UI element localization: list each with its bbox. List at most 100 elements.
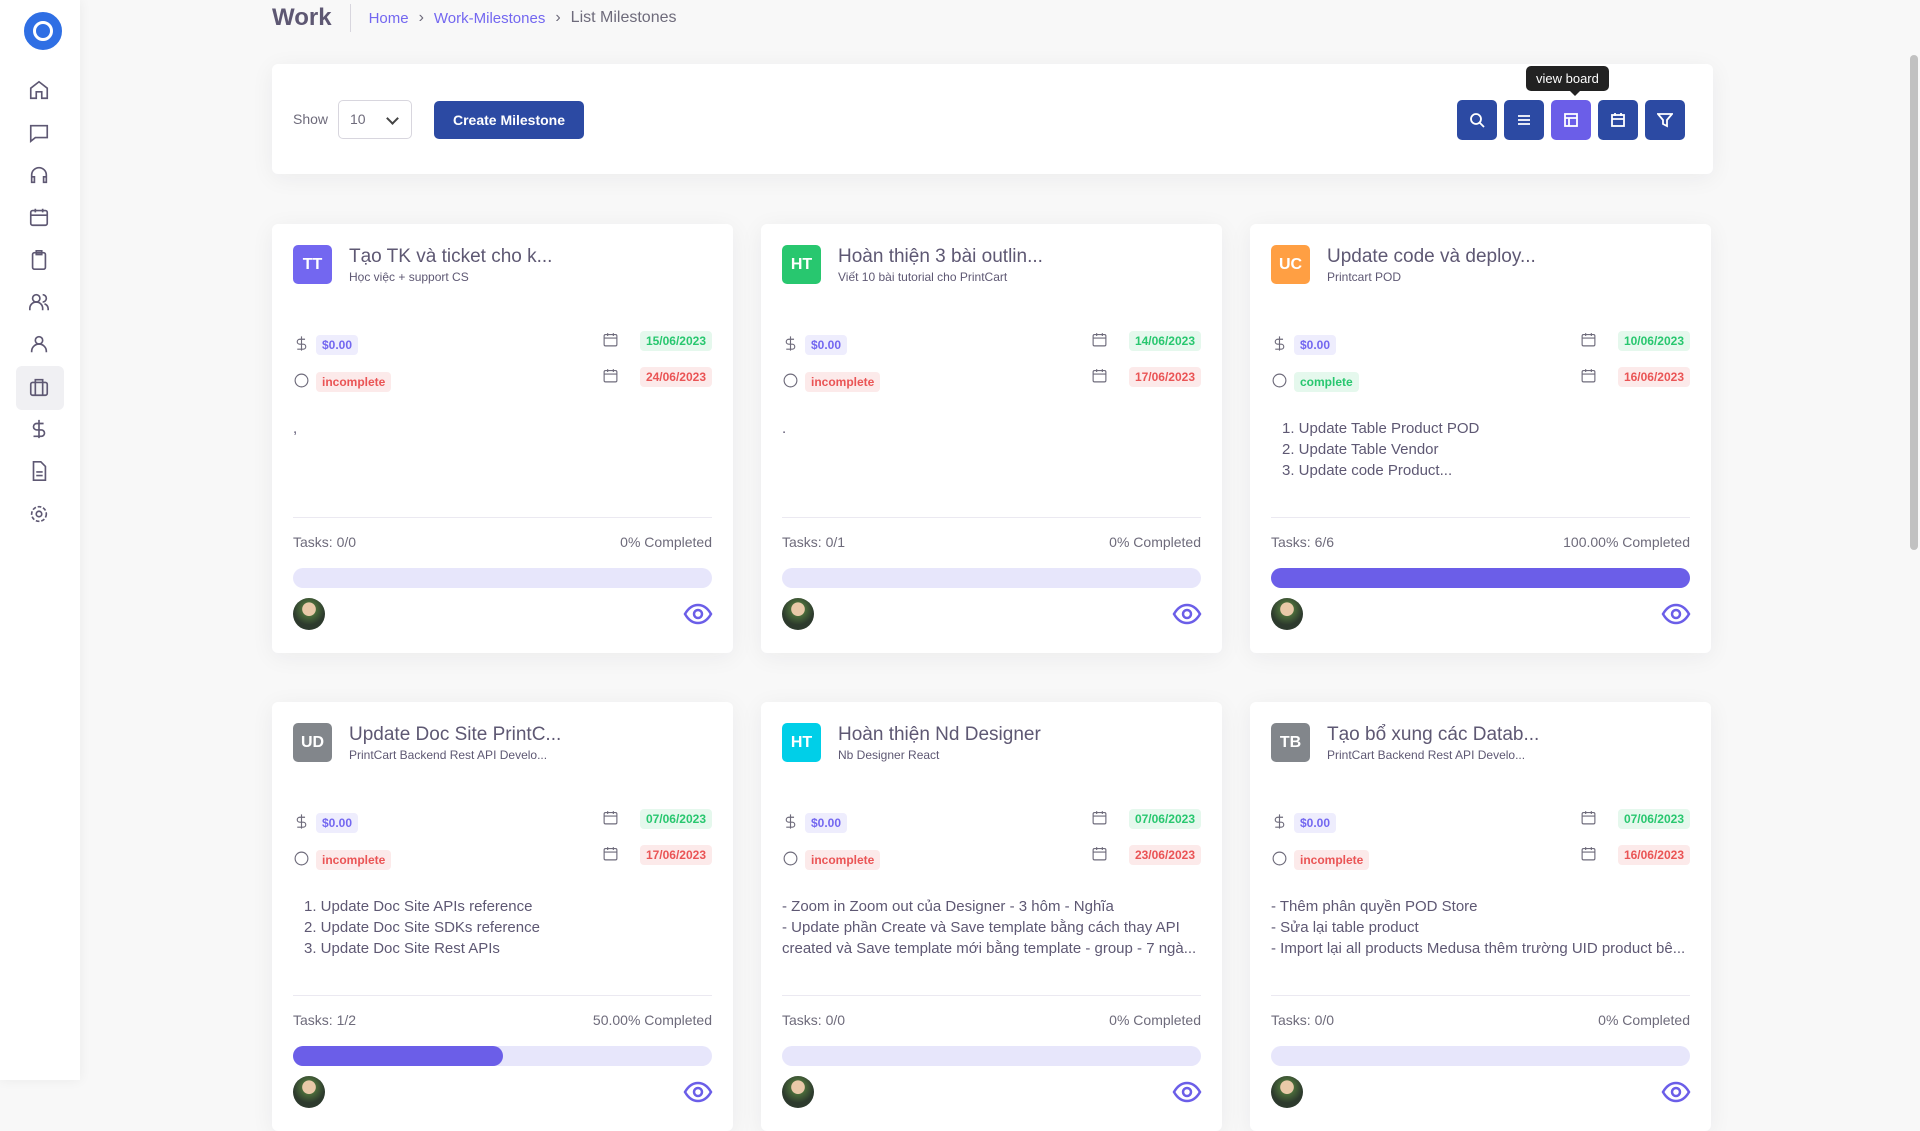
card-title[interactable]: Tạo bổ xung các Datab... (1327, 724, 1540, 745)
start-date: 07/06/2023 (1128, 809, 1201, 829)
completed: 0% Completed (1109, 534, 1201, 550)
description: . (782, 418, 1207, 439)
description-line: 3. Update Doc Site Rest APIs (304, 940, 500, 957)
status: incomplete (316, 372, 392, 392)
calendar-button[interactable] (1598, 100, 1638, 140)
show-label: Show (293, 111, 329, 127)
status: complete (1294, 372, 1359, 392)
search-button[interactable] (1457, 100, 1497, 140)
view-button[interactable] (683, 1080, 713, 1104)
status: incomplete (316, 850, 392, 870)
avatar-initials: HT (782, 245, 821, 284)
budget: $0.00 (1294, 813, 1337, 833)
divider (782, 995, 1201, 996)
assignee-avatar[interactable] (293, 1076, 325, 1108)
calendar-icon (1581, 847, 1596, 861)
nav-user[interactable] (28, 333, 50, 355)
card-title[interactable]: Hoàn thiện Nd Designer (838, 724, 1041, 745)
milestone-card: UC Update code và deploy... Printcart POD $… (1250, 224, 1711, 653)
card-title[interactable]: Update code và deploy... (1327, 246, 1536, 267)
logo[interactable] (24, 12, 62, 50)
breadcrumb-link[interactable]: Work-Milestones (433, 9, 546, 27)
nav-docs[interactable] (28, 460, 50, 482)
assignee-avatar[interactable] (782, 598, 814, 630)
completed: 100.00% Completed (1563, 534, 1690, 550)
page-size-select[interactable]: 10 (338, 100, 412, 139)
milestone-card: HT Hoàn thiện Nd Designer Nb Designer Reac… (761, 702, 1222, 1131)
card-title[interactable]: Update Doc Site PrintC... (349, 724, 562, 745)
description-line: 3. Update code Product... (1282, 462, 1453, 479)
completed: 0% Completed (620, 534, 712, 550)
assignee-avatar[interactable] (293, 598, 325, 630)
assignee-avatar[interactable] (782, 1076, 814, 1108)
nav-support[interactable] (28, 164, 50, 186)
nav-calendar[interactable] (28, 206, 50, 228)
tasks: Tasks: 0/1 (782, 534, 846, 550)
budget: $0.00 (1294, 335, 1337, 355)
breadcrumb-link[interactable]: Home (368, 9, 409, 27)
budget: $0.00 (316, 335, 359, 355)
calendar-icon (1092, 847, 1107, 861)
nav-settings[interactable] (28, 503, 50, 525)
view-button[interactable] (683, 602, 713, 626)
card-subtitle: PrintCart Backend Rest API Develo... (349, 748, 548, 762)
breadcrumb-sep: › (418, 9, 424, 26)
description-line: - Import lại all products Medusa thêm tr… (1271, 940, 1686, 957)
card-subtitle: Học việc + support CS (349, 270, 469, 284)
nav-work[interactable] (28, 376, 50, 398)
nav-home[interactable] (28, 79, 50, 101)
board-button[interactable] (1551, 100, 1591, 140)
card-title[interactable]: Hoàn thiện 3 bài outlin... (838, 246, 1043, 267)
assignee-avatar[interactable] (1271, 1076, 1303, 1108)
tasks: Tasks: 1/2 (293, 1012, 357, 1028)
start-date: 07/06/2023 (639, 809, 712, 829)
tasks: Tasks: 0/0 (293, 534, 357, 550)
calendar-icon (1092, 369, 1107, 383)
description-line: 1. Update Doc Site APIs reference (304, 898, 533, 915)
view-button[interactable] (1661, 1080, 1691, 1104)
divider (293, 517, 712, 518)
calendar-icon (603, 847, 618, 861)
progress-fill (293, 1046, 503, 1066)
progress-fill (1271, 568, 1690, 588)
list-button[interactable] (1504, 100, 1544, 140)
filter-button[interactable] (1645, 100, 1685, 140)
progress-track (1271, 1046, 1690, 1066)
view-button[interactable] (1172, 1080, 1202, 1104)
scrollbar[interactable] (1910, 55, 1918, 550)
page-title: Work (272, 4, 351, 32)
status-icon (1272, 373, 1287, 388)
nav-tasks[interactable] (28, 249, 50, 271)
dollar-icon (785, 336, 796, 351)
dollar-icon (785, 814, 796, 829)
nav-finance[interactable] (28, 418, 50, 440)
avatar-initials: HT (782, 723, 821, 762)
divider (293, 995, 712, 996)
calendar-icon (603, 333, 618, 347)
nav-team[interactable] (28, 291, 50, 313)
completed: 0% Completed (1109, 1012, 1201, 1028)
view-button[interactable] (1661, 602, 1691, 626)
dollar-icon (1274, 814, 1285, 829)
description-line: created và Save template mới bằng templa… (782, 940, 1197, 957)
create-button[interactable]: Create Milestone (434, 101, 584, 139)
milestone-card: UD Update Doc Site PrintC... PrintCart Bac… (272, 702, 733, 1131)
start-date: 15/06/2023 (639, 331, 712, 351)
calendar-icon (603, 369, 618, 383)
status-icon (294, 851, 309, 866)
description-line: , (293, 420, 298, 437)
view-button[interactable] (1172, 602, 1202, 626)
status: incomplete (805, 850, 881, 870)
description-line: 2. Update Doc Site SDKs reference (304, 919, 540, 936)
description: 1. Update Doc Site APIs reference 2. Upda… (304, 896, 729, 959)
budget: $0.00 (805, 335, 848, 355)
tasks: Tasks: 0/0 (782, 1012, 846, 1028)
assignee-avatar[interactable] (1271, 598, 1303, 630)
card-subtitle: Nb Designer React (838, 748, 940, 762)
status-icon (1272, 851, 1287, 866)
budget: $0.00 (316, 813, 359, 833)
card-subtitle: Printcart POD (1327, 270, 1402, 284)
card-title[interactable]: Tạo TK và ticket cho k... (349, 246, 553, 267)
status-icon (294, 373, 309, 388)
nav-chat[interactable] (28, 122, 50, 144)
